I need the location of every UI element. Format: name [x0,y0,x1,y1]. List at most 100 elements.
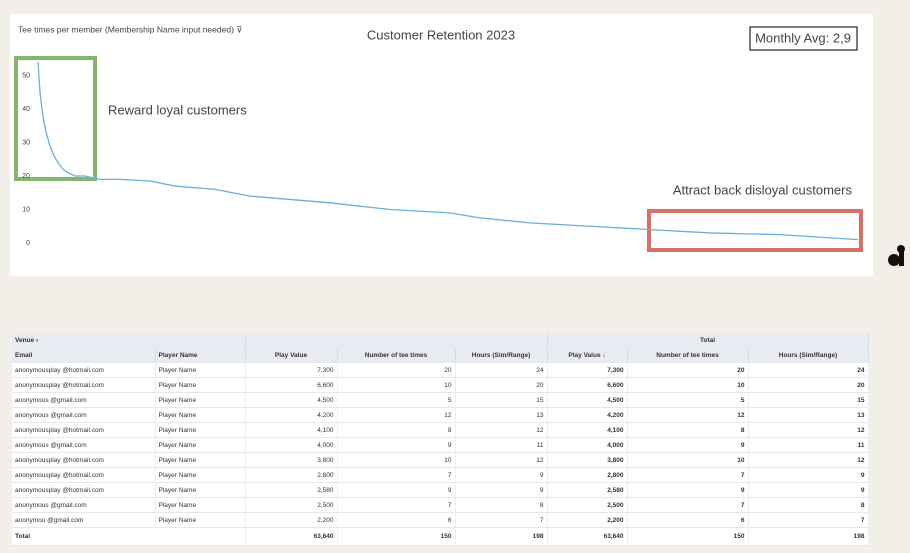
y-tick-label: 50 [22,72,30,79]
table-cell: 7,300 [245,362,338,378]
table-cell: Player Name [155,422,246,438]
table-cell: anonymousplay @hotmail.com [12,362,156,378]
table-cell: anonymousplay @hotmail.com [12,452,156,468]
table-cell: Player Name [155,512,246,528]
y-tick-label: 20 [22,173,30,180]
table-cell: 15 [455,392,548,408]
table-cell: 9 [627,482,749,498]
table-cell: 3,800 [547,452,628,468]
group-header: Total [547,333,869,348]
table-cell: Player Name [155,392,246,408]
disloyal-highlight [647,209,863,252]
table-cell: 6,600 [547,377,628,393]
chart: Tee times per member (Membership Name in… [10,14,873,276]
y-tick-label: 0 [26,240,30,247]
column-header[interactable]: Play Value [245,347,338,363]
table-row: anonymousplay @hotmail.com Player Name 2,8… [12,467,869,483]
table-head: Venue › Total Email Player Name Play Value N… [12,333,869,363]
table-row: anonymousplay @hotmail.com Player Name 3,8… [12,452,869,468]
table-cell: Player Name [155,437,246,453]
table-row: anonymous @gmail.com Player Name 4,000 9 11 4… [12,437,869,453]
column-header[interactable]: Hours (Sim/Range) [748,347,869,363]
average-label: Monthly Avg: 2,9 [755,30,851,45]
table-cell: 13 [748,407,869,423]
table-cell: 7 [627,497,749,513]
table-cell: 2,500 [245,497,338,513]
chart-subtitle: Tee times per member (Membership Name in… [18,24,242,34]
table-row: anonymousplay @hotmail.com Player Name 6,6… [12,377,869,393]
logo [888,245,905,266]
table-cell: Player Name [155,452,246,468]
table-cell: 8 [748,497,869,513]
table-cell: 10 [337,452,456,468]
table-cell: 20 [455,377,548,393]
table-cell: 2,800 [245,467,338,483]
loyal-highlight [14,56,97,181]
table-cell: 5 [627,392,749,408]
chart-title: Customer Retention 2023 [367,27,515,42]
table-cell: anonymous @gmail.com [12,407,156,423]
column-header[interactable]: Email [12,347,156,363]
column-header[interactable]: Number of tee times [337,347,456,363]
table-cell: 8 [627,422,749,438]
table-cell: 2,580 [245,482,338,498]
table-cell: 10 [337,377,456,393]
table-cell: 9 [748,467,869,483]
table-cell: 20 [748,377,869,393]
annotation: Reward loyal customers [108,102,247,117]
table-cell: anonymous @gmail.com [12,437,156,453]
table-cell: 6 [627,512,749,528]
table-cell: 2,800 [547,467,628,483]
table-cell: 4,500 [245,392,338,408]
table-cell: 6 [337,512,456,528]
total-row: Total 63,640 150 198 63,640 150 198 [12,527,869,546]
table-cell: Player Name [155,467,246,483]
table-cell: 6,600 [245,377,338,393]
table-cell: Player Name [155,377,246,393]
table-cell: 4,200 [245,407,338,423]
table-cell: 4,500 [547,392,628,408]
group-header-blank [245,333,548,348]
table-cell: 2,580 [547,482,628,498]
annotation: Attract back disloyal customers [673,182,853,197]
table-cell: Player Name [155,362,246,378]
group-header[interactable]: Venue › [12,333,246,348]
table-cell: 11 [748,437,869,453]
table-cell: 5 [337,392,456,408]
data-table: Venue › Total Email Player Name Play Value N… [12,333,869,546]
table-cell: 9 [455,482,548,498]
column-header[interactable]: Number of tee times [627,347,749,363]
table-cell: anonymous @gmail.com [12,497,156,513]
table-row: anonymousplay @hotmail.com Player Name 4,1… [12,422,869,438]
table-row: anonymousplay @hotmail.com Player Name 7,3… [12,362,869,378]
table-cell: anonymousplay @hotmail.com [12,377,156,393]
average-box [749,26,858,51]
column-header[interactable]: Play Value ↓ [547,347,628,363]
table-cell: 20 [337,362,456,378]
table-row: anonymousplay @hotmail.com Player Name 2,5… [12,482,869,498]
table-cell: Player Name [155,407,246,423]
table-cell: 7 [748,512,869,528]
table-cell: 4,200 [547,407,628,423]
table-cell: 9 [337,482,456,498]
table-cell: 3,800 [245,452,338,468]
total-cell: 150 [627,527,749,546]
table-row: anonymous @gmail.com Player Name 2,500 7 8 2,… [12,497,869,513]
table-cell: 15 [748,392,869,408]
column-header[interactable]: Player Name [155,347,246,363]
total-cell: 198 [455,527,548,546]
column-header[interactable]: Hours (Sim/Range) [455,347,548,363]
table-cell: 2,200 [547,512,628,528]
table-cell: 24 [748,362,869,378]
table-cell: 8 [337,422,456,438]
table-cell: 4,100 [547,422,628,438]
table-cell: anonymousplay @hotmail.com [12,422,156,438]
table-cell: 11 [455,437,548,453]
table-cell: 8 [455,497,548,513]
table-cell: anonymousplay @hotmail.com [12,482,156,498]
table-row: anonymou @gmail.com Player Name 2,200 6 7 2,2… [12,512,869,528]
table-cell: Player Name [155,497,246,513]
table-cell: 10 [627,452,749,468]
y-tick-label: 10 [22,206,30,213]
column-header-row: Email Player Name Play Value Number of tee … [12,347,869,363]
